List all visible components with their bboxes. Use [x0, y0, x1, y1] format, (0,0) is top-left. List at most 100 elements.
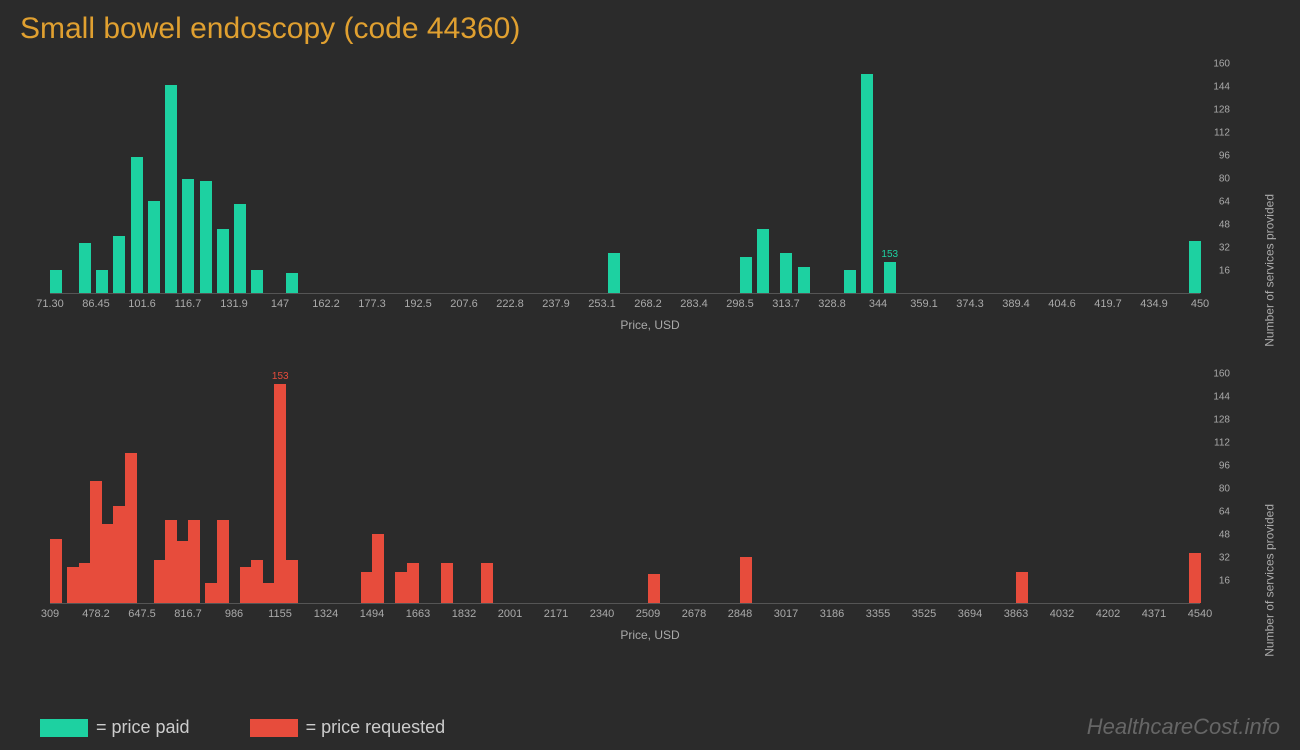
x-tick-label: 298.5: [726, 298, 754, 310]
charts-wrapper: 153 71.30 86.45 101.6 116.7 131.9 147 162.2 177…: [20, 54, 1280, 644]
histogram-bar: [234, 204, 246, 293]
chart1-plot-area: 153: [50, 64, 1200, 294]
y-tick-label: 96: [1219, 151, 1230, 162]
x-tick-label: 3186: [820, 608, 844, 620]
x-tick-label: 986: [225, 608, 243, 620]
histogram-bar: [1189, 241, 1201, 293]
y-tick-label: 112: [1214, 128, 1230, 139]
histogram-bar: [102, 524, 114, 603]
histogram-bar: [90, 481, 102, 603]
legend-swatch-green: [40, 719, 88, 737]
x-tick-label: 2509: [636, 608, 660, 620]
legend-label-paid: = price paid: [96, 717, 190, 738]
histogram-bar: [844, 270, 856, 293]
chart2-y-labels: 163248648096112128144160: [1200, 374, 1230, 604]
y-tick-label: 144: [1213, 392, 1230, 403]
y-tick-label: 64: [1219, 197, 1230, 208]
histogram-bar: [182, 179, 194, 294]
legend: = price paid = price requested: [40, 717, 445, 738]
x-tick-label: 1324: [314, 608, 338, 620]
y-tick-label: 16: [1219, 266, 1230, 277]
x-tick-label: 3694: [958, 608, 982, 620]
x-tick-label: 450: [1191, 298, 1209, 310]
chart2-x-labels: 309478.2647.5816.79861155132414941663183…: [50, 608, 1200, 624]
peak-value-label: 153: [272, 371, 289, 382]
x-tick-label: 4032: [1050, 608, 1074, 620]
histogram-bar: [131, 157, 143, 293]
x-tick-label: 313.7: [772, 298, 800, 310]
y-tick-label: 144: [1213, 82, 1230, 93]
y-tick-label: 112: [1214, 438, 1230, 449]
legend-swatch-red: [250, 719, 298, 737]
legend-label-requested: = price requested: [306, 717, 446, 738]
y-tick-label: 32: [1219, 243, 1230, 254]
x-tick-label: 4540: [1188, 608, 1212, 620]
histogram-bar: [188, 520, 200, 603]
y-tick-label: 160: [1213, 369, 1230, 380]
x-tick-label: 162.2: [312, 298, 340, 310]
x-tick-label: 344: [869, 298, 887, 310]
histogram-bar: [481, 563, 493, 603]
x-tick-label: 86.45: [82, 298, 110, 310]
histogram-bar: [263, 583, 275, 603]
histogram-bar: [125, 453, 137, 603]
y-tick-label: 128: [1213, 415, 1230, 426]
x-tick-label: 1663: [406, 608, 430, 620]
y-tick-label: 64: [1219, 507, 1230, 518]
histogram-bar: [372, 534, 384, 603]
histogram-bar: [217, 520, 229, 603]
chart-price-requested: 153 309478.2647.5816.7986115513241494166…: [20, 364, 1280, 644]
x-tick-label: 647.5: [128, 608, 156, 620]
histogram-bar: [274, 384, 286, 603]
histogram-bar: [361, 572, 373, 603]
x-tick-label: 71.30: [36, 298, 64, 310]
histogram-bar: [608, 253, 620, 293]
histogram-bar: [165, 520, 177, 603]
x-tick-label: 177.3: [358, 298, 386, 310]
x-tick-label: 4371: [1142, 608, 1166, 620]
histogram-bar: [217, 229, 229, 293]
x-tick-label: 268.2: [634, 298, 662, 310]
histogram-bar: [79, 563, 91, 603]
y-tick-label: 16: [1219, 576, 1230, 587]
y-tick-label: 160: [1213, 59, 1230, 70]
histogram-bar: [251, 560, 263, 603]
histogram-bar: [407, 563, 419, 603]
histogram-bar: [884, 262, 896, 293]
x-tick-label: 2171: [544, 608, 568, 620]
histogram-bar: [251, 270, 263, 293]
histogram-bar: [148, 201, 160, 293]
histogram-bar: [154, 560, 166, 603]
y-tick-label: 80: [1219, 484, 1230, 495]
histogram-bar: [177, 541, 189, 603]
x-tick-label: 2678: [682, 608, 706, 620]
x-tick-label: 3355: [866, 608, 890, 620]
chart2-x-title: Price, USD: [620, 628, 679, 642]
histogram-bar: [740, 257, 752, 293]
histogram-bar: [79, 243, 91, 293]
x-tick-label: 131.9: [220, 298, 248, 310]
histogram-bar: [165, 85, 177, 293]
histogram-bar: [286, 560, 298, 603]
chart2-y-title: Number of services provided: [1263, 504, 1277, 657]
y-tick-label: 48: [1219, 530, 1230, 541]
histogram-bar: [67, 567, 79, 603]
x-tick-label: 309: [41, 608, 59, 620]
y-tick-label: 48: [1219, 220, 1230, 231]
histogram-bar: [1016, 572, 1028, 603]
x-tick-label: 359.1: [910, 298, 938, 310]
x-tick-label: 116.7: [175, 298, 202, 310]
histogram-bar: [200, 181, 212, 293]
legend-item-paid: = price paid: [40, 717, 190, 738]
histogram-bar: [50, 539, 62, 603]
x-tick-label: 3863: [1004, 608, 1028, 620]
x-tick-label: 101.6: [128, 298, 156, 310]
chart-price-paid: 153 71.30 86.45 101.6 116.7 131.9 147 162.2 177…: [20, 54, 1280, 334]
x-tick-label: 389.4: [1002, 298, 1030, 310]
x-tick-label: 147: [271, 298, 289, 310]
chart1-x-title: Price, USD: [620, 318, 679, 332]
x-tick-label: 328.8: [818, 298, 846, 310]
y-tick-label: 80: [1219, 174, 1230, 185]
histogram-bar: [96, 270, 108, 293]
histogram-bar: [780, 253, 792, 293]
